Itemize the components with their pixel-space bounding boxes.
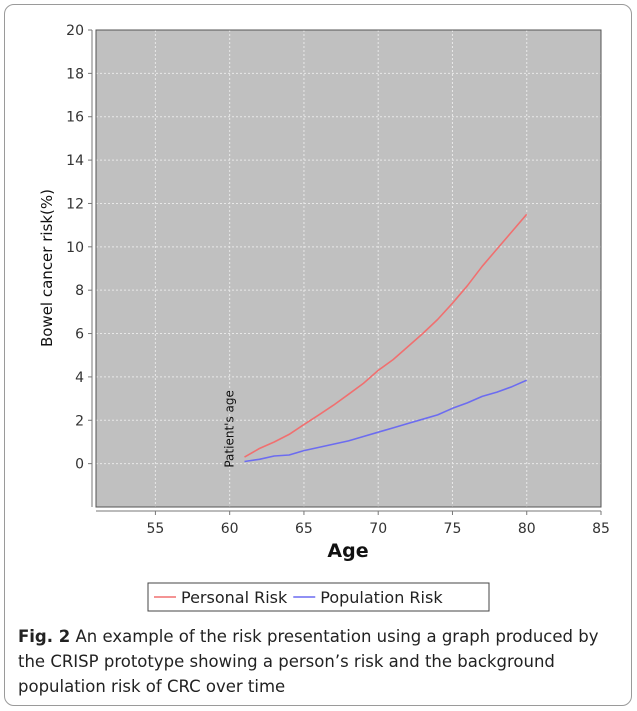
y-tick-label: 6: [75, 327, 84, 343]
risk-chart: 0 2 4 6 8 10 12 14 16 18 20 55 60 65 70 75 80 85 Patient'…: [38, 23, 610, 612]
caption-text: An example of the risk presentation usin…: [18, 627, 599, 696]
legend-box: [147, 582, 490, 612]
y-tick-label: 8: [75, 283, 84, 299]
y-tick-label: 10: [66, 240, 84, 256]
y-tick-label: 16: [66, 110, 84, 126]
axes: 0 2 4 6 8 10 12 14 16 18 20 55 60 65 70 75 80 85: [66, 23, 610, 537]
y-axis-label: Bowel cancer risk(%): [38, 189, 56, 347]
x-tick-label: 60: [221, 521, 239, 537]
x-axis-label: Age: [327, 540, 368, 562]
x-tick-label: 85: [592, 521, 610, 537]
x-tick-label: 70: [369, 521, 387, 537]
figure-caption: Fig. 2 An example of the risk presentati…: [18, 624, 618, 699]
caption-label: Fig. 2: [18, 627, 71, 646]
y-tick-label: 4: [75, 370, 84, 386]
x-tick-label: 65: [295, 521, 313, 537]
plot-area: [96, 30, 601, 507]
y-tick-label: 18: [66, 66, 84, 82]
series-lines: [244, 213, 528, 463]
annotations: Patient's age: [223, 390, 237, 468]
legend: Personal Risk Population Risk: [147, 582, 490, 612]
x-tick-label: 55: [146, 521, 164, 537]
y-tick-label: 0: [75, 457, 84, 473]
series-line-personal-risk: [244, 213, 528, 458]
series-line-population-risk: [244, 379, 528, 463]
y-tick-label: 12: [66, 196, 84, 212]
legend-label: Population Risk: [320, 588, 443, 607]
x-tick-label: 75: [444, 521, 462, 537]
patient-age-annotation: Patient's age: [223, 390, 237, 468]
legend-label: Personal Risk: [181, 588, 288, 607]
x-tick-label: 80: [518, 521, 536, 537]
y-tick-label: 20: [66, 23, 84, 39]
plot-border: [95, 29, 602, 508]
y-tick-label: 14: [66, 153, 84, 169]
y-tick-label: 2: [75, 413, 84, 429]
